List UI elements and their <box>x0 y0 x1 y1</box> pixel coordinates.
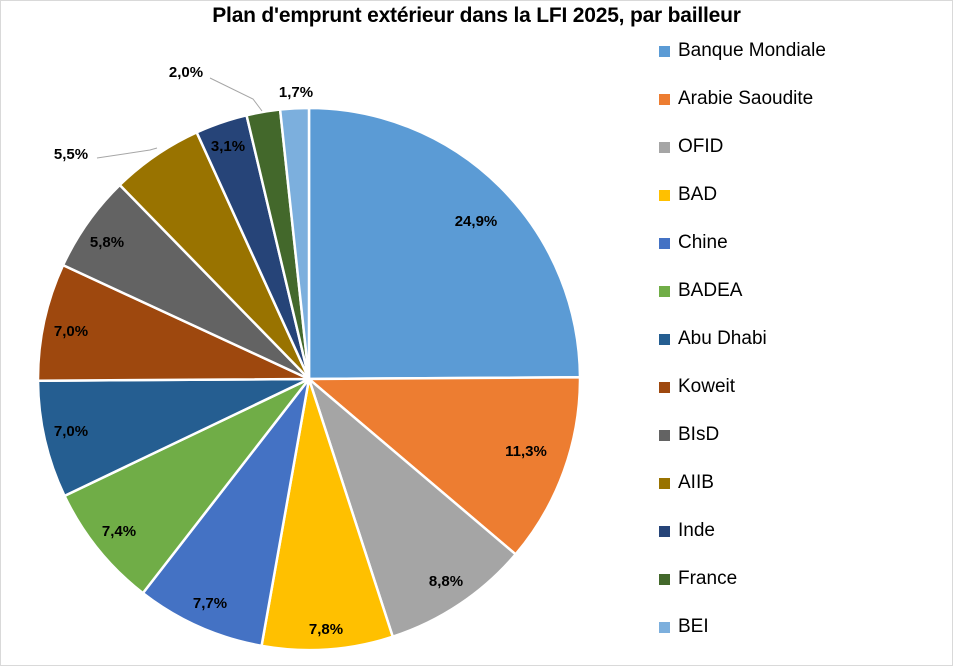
legend-swatch-icon <box>659 285 670 297</box>
legend-swatch-icon <box>659 141 670 153</box>
pie-slice-bad <box>260 378 395 652</box>
data-label: 24,9% <box>455 213 498 230</box>
legend-swatch-icon <box>659 573 670 585</box>
data-label: 11,3% <box>505 443 547 460</box>
legend-item: Banque Mondiale <box>659 38 826 64</box>
legend-label: Chine <box>678 232 728 253</box>
legend-item: BIsD <box>659 422 719 448</box>
pie-slice-bei <box>278 106 311 380</box>
pie-slice-banque-mondiale <box>307 106 582 381</box>
pie-slice-koweit <box>36 263 310 382</box>
legend-item: BADEA <box>659 278 742 304</box>
legend-item: BEI <box>659 614 709 640</box>
legend-label: France <box>678 568 738 589</box>
data-label: 5,8% <box>90 234 124 251</box>
legend-label: AIIB <box>678 472 714 493</box>
legend-swatch-icon <box>659 189 670 201</box>
data-label: 1,7% <box>279 84 313 101</box>
legend-swatch-icon <box>659 93 670 105</box>
leader-lines <box>96 77 263 159</box>
data-label: 3,1% <box>211 138 245 155</box>
legend-swatch-icon <box>659 477 670 489</box>
legend-label: Koweit <box>678 376 736 397</box>
legend-item: OFID <box>659 134 723 160</box>
legend-item: Chine <box>659 230 728 256</box>
legend-item: France <box>659 566 737 592</box>
legend-label: Banque Mondiale <box>678 40 826 61</box>
legend-swatch-icon <box>659 429 670 441</box>
data-label: 8,8% <box>429 573 463 590</box>
legend-swatch-icon <box>659 333 670 345</box>
legend-item: AIIB <box>659 470 714 496</box>
legend-swatch-icon <box>659 621 670 633</box>
legend-swatch-icon <box>659 45 670 57</box>
pie-slice-abu-dhabi <box>36 377 310 498</box>
legend-label: OFID <box>678 136 724 157</box>
data-label: 5,5% <box>54 146 88 163</box>
legend-item: Koweit <box>659 374 735 400</box>
pie-slices <box>36 106 582 652</box>
data-label: 7,8% <box>309 621 343 638</box>
legend-item: Abu Dhabi <box>659 326 767 352</box>
data-label: 7,0% <box>54 323 88 340</box>
legend-swatch-icon <box>659 381 670 393</box>
leader-line <box>96 147 158 159</box>
legend-label: Inde <box>678 520 715 541</box>
data-label: 7,7% <box>193 595 227 612</box>
data-label: 7,4% <box>102 523 136 540</box>
legend-label: BAD <box>678 184 718 205</box>
legend-swatch-icon <box>659 525 670 537</box>
leader-line <box>209 77 263 112</box>
data-label: 7,0% <box>54 423 88 440</box>
legend-label: Arabie Saoudite <box>678 88 814 109</box>
data-label: 2,0% <box>169 64 203 81</box>
legend-swatch-icon <box>659 237 670 249</box>
legend-label: BEI <box>678 616 709 637</box>
pie-slice-arabie-saoudite <box>305 376 582 557</box>
pie-slice-chine <box>141 378 311 648</box>
data-labels: 24,9% 11,3% 8,8% 7,8% 7,7% 7,4% 7,0% 7,0% 5,8% 5,… <box>54 64 547 638</box>
pie-slice-badea <box>62 377 310 595</box>
legend-label: Abu Dhabi <box>678 328 767 349</box>
legend-item: Arabie Saoudite <box>659 86 813 112</box>
pie-slice-ofid <box>306 375 518 639</box>
legend-label: BADEA <box>678 280 743 301</box>
legend-item: BAD <box>659 182 717 208</box>
legend-label: BIsD <box>678 424 720 445</box>
legend-item: Inde <box>659 518 715 544</box>
chart-title: Plan d'emprunt extérieur dans la LFI 202… <box>212 4 741 27</box>
